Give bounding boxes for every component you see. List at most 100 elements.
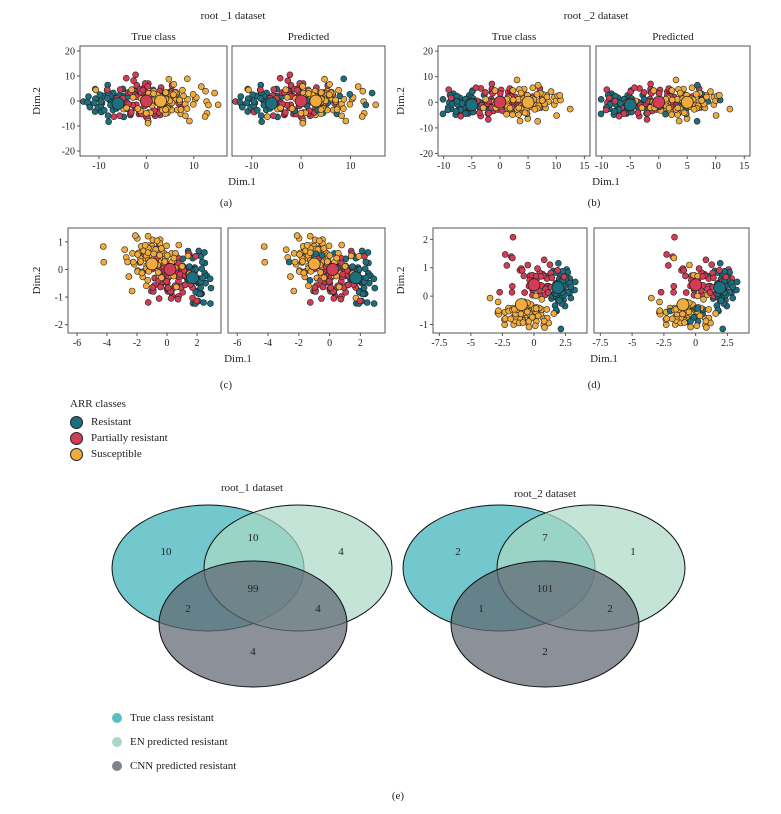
data-point [104,112,112,119]
data-point [269,112,277,119]
data-point [508,288,516,296]
data-point [144,119,152,127]
data-point [319,283,327,291]
data-point [553,112,560,119]
data-point [325,278,333,285]
data-point [121,246,128,253]
data-point [317,269,324,276]
data-point [124,258,131,266]
data-point [239,103,246,111]
data-point [617,100,624,107]
data-point [682,272,689,280]
x-tick-label: 0 [327,338,332,349]
data-point [340,75,348,83]
data-point [611,97,619,105]
data-point [656,298,663,306]
data-point [285,258,293,266]
subplot-title: Predicted [652,31,694,43]
data-point [306,232,314,240]
venn-cnn-ellipse [450,560,640,688]
centroid-point [623,98,637,112]
data-point [318,251,326,259]
venn-root1: root_1 dataset 10 10 4 99 2 4 4 [111,482,393,688]
x-tick-label: -6 [233,338,241,349]
centroid-point [521,95,535,109]
data-point [92,86,100,94]
data-point [190,101,197,108]
data-point [712,310,720,317]
data-point [531,322,539,330]
data-point [485,110,493,117]
data-point [339,270,347,278]
data-point [597,96,605,103]
centroid-point [514,298,528,312]
data-point [134,251,141,258]
data-point [479,104,487,112]
y-tick-label: -1 [420,320,428,331]
data-point [509,233,517,241]
data-point [548,274,556,282]
y-axis-label: Dim.2 [31,87,43,115]
data-point [650,87,658,94]
data-point [362,258,370,266]
data-point [299,258,306,265]
data-point [643,116,651,123]
data-point [123,74,130,82]
data-point [104,95,111,102]
data-point [96,91,104,98]
subplot-title: True class [492,31,537,43]
panel-label-e: (e) [392,790,405,802]
data-point [144,249,152,256]
data-point [554,266,562,274]
data-point [333,106,341,113]
scatter-subplot: Predicted -10 -5 0 5 10 15 [595,31,751,172]
data-point [615,112,623,120]
x-tick-label: -10 [92,161,105,172]
x-tick-label: 2 [195,338,200,349]
data-point [349,263,356,270]
data-point [144,232,152,240]
x-tick-label: 5 [685,161,690,172]
legend-label: Susceptible [91,448,142,460]
legend-label: Partially resistant [91,432,168,444]
data-point [672,76,680,84]
centroid-point [265,97,278,110]
venn-region-cnn-only: 2 [542,646,548,658]
x-tick-label: -10 [437,161,450,172]
scatter-subplot: True class -10 -5 0 5 10 15 -20 -10 0 10 20 [420,31,591,172]
centroid-point [676,298,690,312]
data-point [532,305,540,312]
data-point [346,91,354,98]
x-tick-label: 0 [299,161,304,172]
data-point [156,251,163,259]
x-axis-label: Dim.1 [228,176,256,188]
data-point [627,88,634,96]
data-point [257,112,265,119]
data-point [143,282,150,290]
x-tick-label: 0 [693,338,698,349]
data-point [640,89,648,96]
data-point [656,307,664,315]
data-point [676,89,684,97]
data-point [506,104,514,112]
data-point [690,106,698,113]
data-point [368,89,376,97]
data-point [484,116,492,123]
data-point [332,96,339,104]
venn-region-en-only: 1 [630,546,636,558]
data-point [602,106,610,114]
centroid-point [349,271,363,285]
x-tick-label: 0 [531,338,536,349]
data-point [733,278,741,286]
data-point [170,81,178,88]
data-point [719,325,727,333]
data-point [687,323,694,331]
data-point [532,292,540,300]
data-point [237,93,245,100]
data-point [341,263,349,270]
data-point [363,299,371,306]
data-point [161,258,169,265]
data-point [335,86,342,94]
data-point [444,106,452,114]
